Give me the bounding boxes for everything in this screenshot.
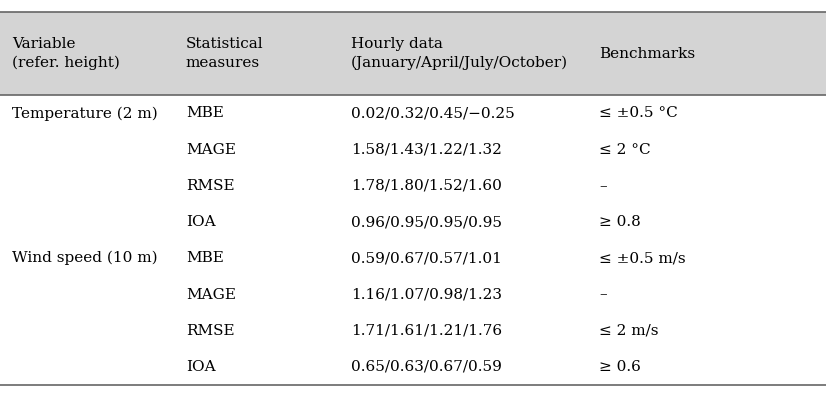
- Text: ≤ ±0.5 m/s: ≤ ±0.5 m/s: [599, 251, 686, 265]
- Text: Hourly data
(January/April/July/October): Hourly data (January/April/July/October): [351, 37, 568, 70]
- Text: Wind speed (10 m): Wind speed (10 m): [12, 251, 158, 266]
- Text: MBE: MBE: [186, 251, 224, 265]
- Text: IOA: IOA: [186, 360, 216, 374]
- Text: ≥ 0.8: ≥ 0.8: [599, 215, 641, 229]
- Text: 1.78/1.80/1.52/1.60: 1.78/1.80/1.52/1.60: [351, 179, 502, 193]
- Text: 1.58/1.43/1.22/1.32: 1.58/1.43/1.22/1.32: [351, 143, 502, 157]
- Text: Variable
(refer. height): Variable (refer. height): [12, 37, 121, 70]
- Text: 0.96/0.95/0.95/0.95: 0.96/0.95/0.95/0.95: [351, 215, 502, 229]
- Text: Temperature (2 m): Temperature (2 m): [12, 106, 158, 121]
- Text: 0.65/0.63/0.67/0.59: 0.65/0.63/0.67/0.59: [351, 360, 502, 374]
- Text: Benchmarks: Benchmarks: [599, 46, 695, 61]
- Text: –: –: [599, 179, 606, 193]
- Text: RMSE: RMSE: [186, 179, 235, 193]
- Text: 0.02/0.32/0.45/−0.25: 0.02/0.32/0.45/−0.25: [351, 106, 515, 120]
- Text: ≤ 2 °C: ≤ 2 °C: [599, 143, 651, 157]
- Text: MAGE: MAGE: [186, 143, 236, 157]
- Text: MAGE: MAGE: [186, 287, 236, 302]
- Text: MBE: MBE: [186, 106, 224, 120]
- Text: ≤ 2 m/s: ≤ 2 m/s: [599, 324, 658, 338]
- Text: 0.59/0.67/0.57/1.01: 0.59/0.67/0.57/1.01: [351, 251, 502, 265]
- Text: 1.16/1.07/0.98/1.23: 1.16/1.07/0.98/1.23: [351, 287, 502, 302]
- Text: RMSE: RMSE: [186, 324, 235, 338]
- Text: IOA: IOA: [186, 215, 216, 229]
- Text: –: –: [599, 287, 606, 302]
- Bar: [0, 12, 826, 95]
- Text: Statistical
measures: Statistical measures: [186, 37, 263, 70]
- Text: ≤ ±0.5 °C: ≤ ±0.5 °C: [599, 106, 677, 120]
- Text: 1.71/1.61/1.21/1.76: 1.71/1.61/1.21/1.76: [351, 324, 502, 338]
- Text: ≥ 0.6: ≥ 0.6: [599, 360, 641, 374]
